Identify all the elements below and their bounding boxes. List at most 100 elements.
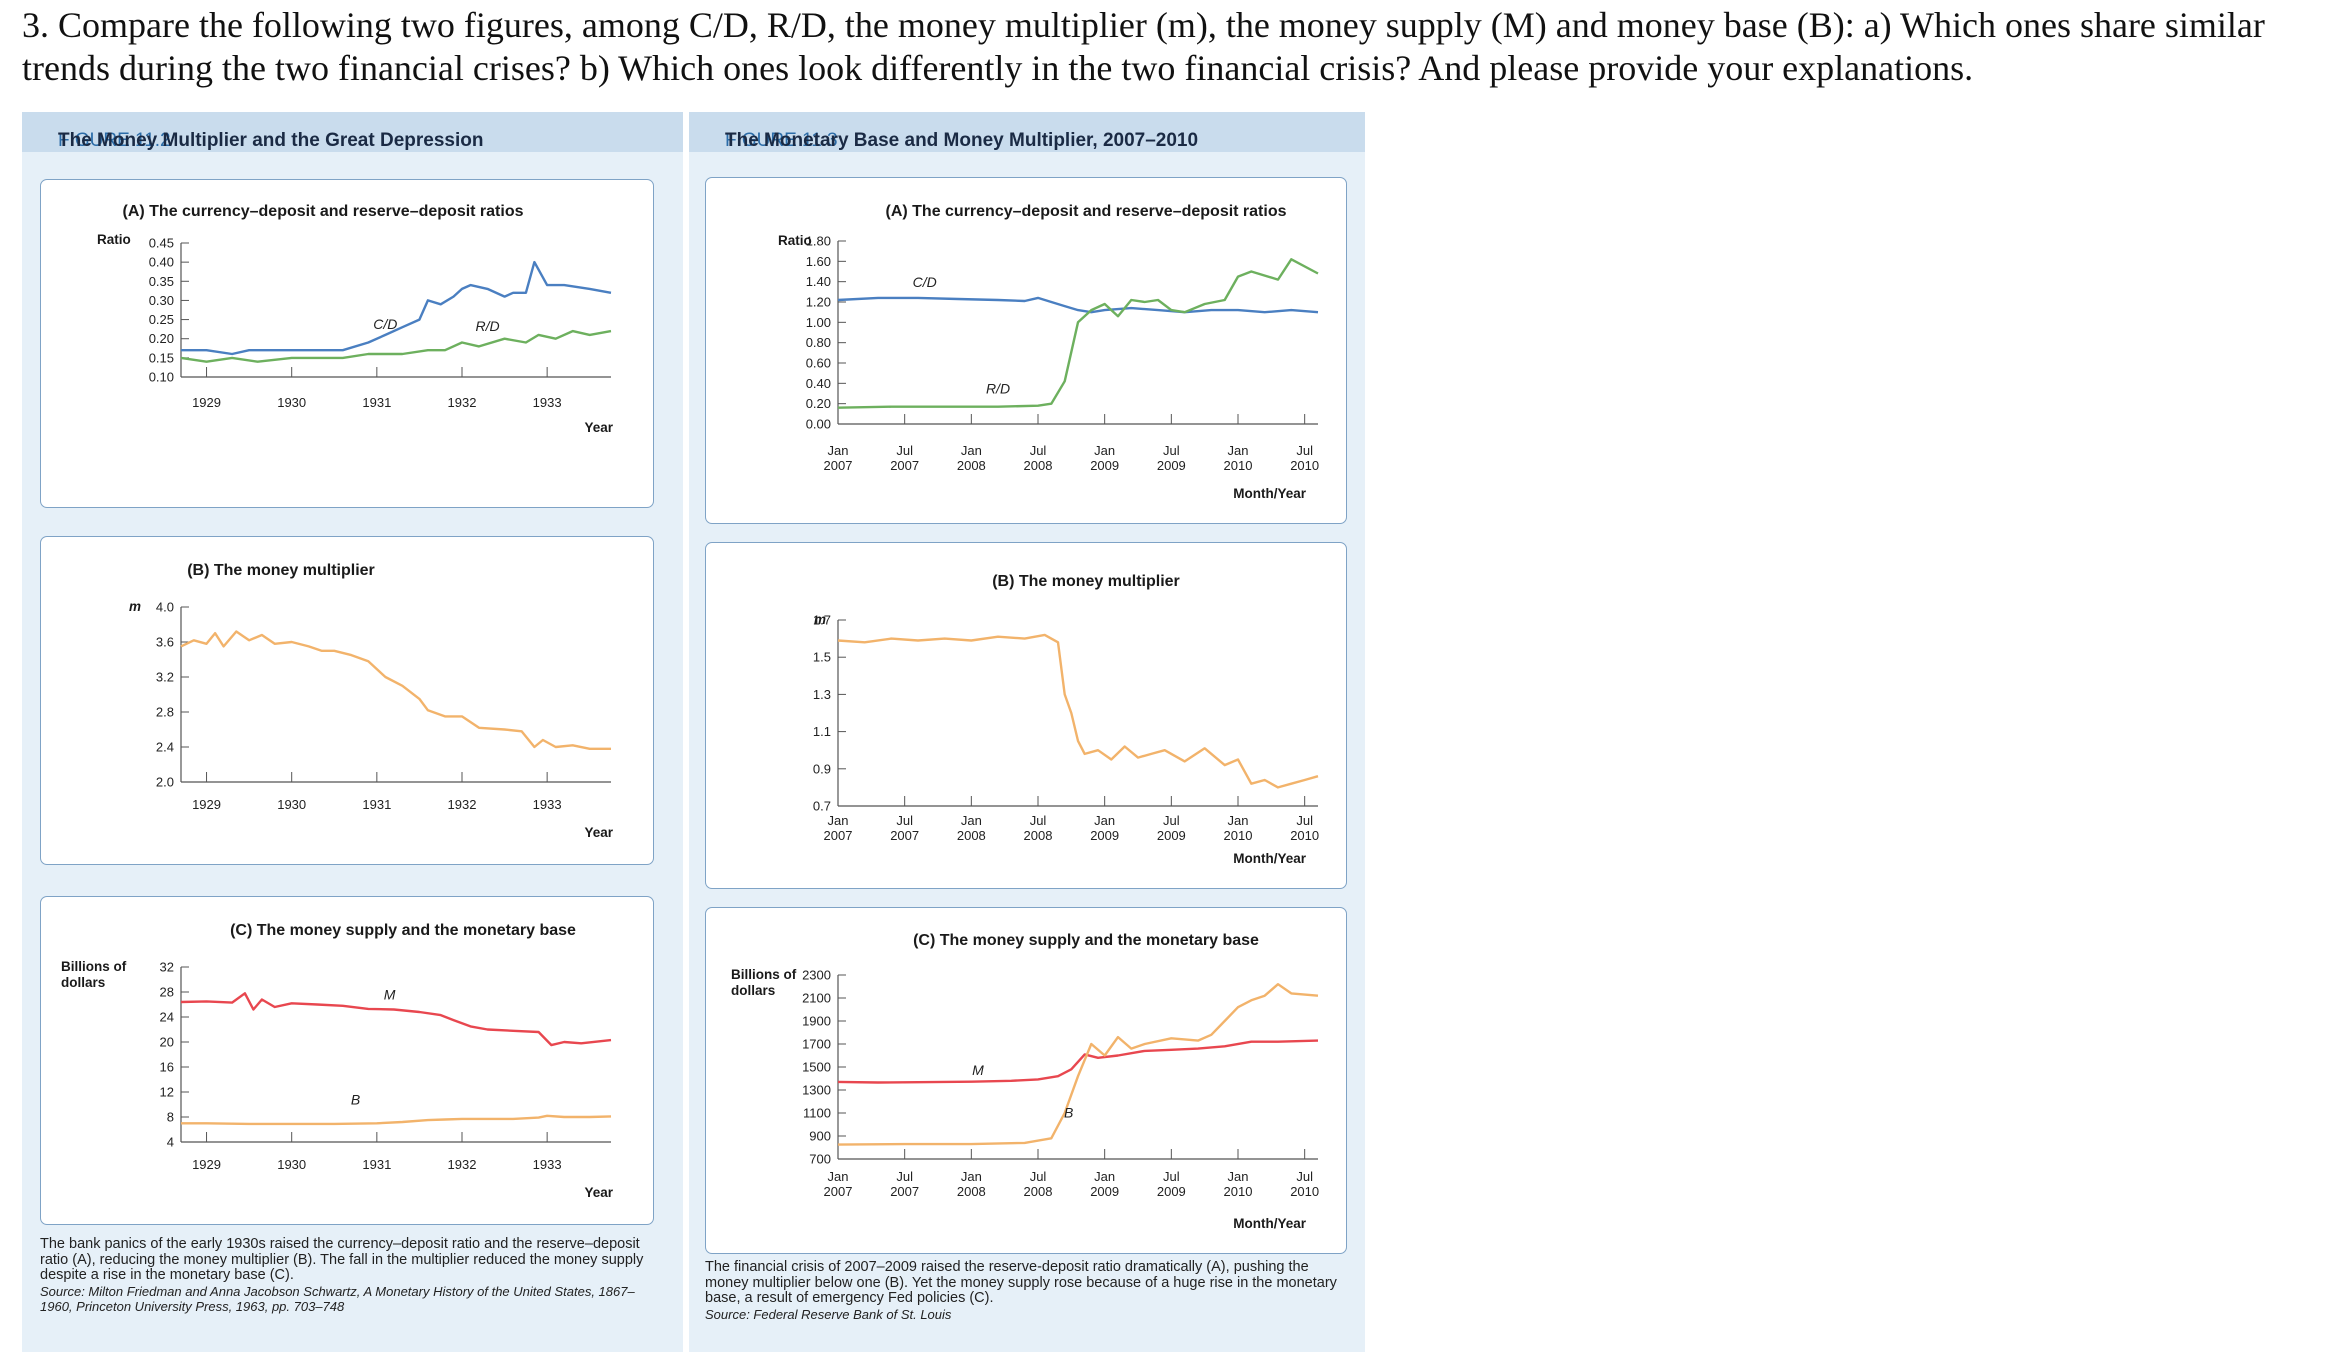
chart-title: (A) The currency–deposit and reserve–dep… <box>885 203 1286 220</box>
y-tick-label: 4.0 <box>156 600 174 615</box>
x-tick-label: 1929 <box>192 797 221 812</box>
panel-f2b: (B) The money multiplier m 0.7 0.9 1.1 1.3 1.5… <box>705 542 1347 889</box>
y-tick-label: 0.7 <box>813 799 831 814</box>
y-tick-label: 1100 <box>803 1106 831 1121</box>
figure-title: The Money Multiplier and the Great Depre… <box>58 130 484 151</box>
series-line-b <box>181 1114 612 1126</box>
x-tick-label: Jul 2008 <box>1024 813 1053 843</box>
chart-f1c: (C) The money supply and the monetary ba… <box>61 922 614 1200</box>
y-tick-label: 2.4 <box>156 740 174 755</box>
x-tick-label: Jul 2010 <box>1290 813 1319 843</box>
series-annotation: M <box>384 987 396 1003</box>
x-tick-label: Jan 2008 <box>957 813 986 843</box>
y-tick-label: 3.6 <box>156 635 174 650</box>
chart-title: (B) The money multiplier <box>992 573 1180 590</box>
y-tick-label: 1.80 <box>806 234 831 249</box>
y-tick-label: 900 <box>809 1129 831 1144</box>
y-tick-label: 1900 <box>802 1014 831 1029</box>
y-tick-label: 0.60 <box>806 356 831 371</box>
series-annotation: B <box>1064 1105 1073 1121</box>
y-tick-label: 0.40 <box>806 376 831 391</box>
y-tick-label: 2.0 <box>156 775 174 790</box>
y-tick-label: 0.30 <box>149 293 174 308</box>
y-axis-label: Billions of dollars <box>61 959 127 990</box>
y-tick-label: 1700 <box>802 1037 831 1052</box>
x-tick-label: Jan 2008 <box>957 443 986 473</box>
x-tick-label: Jan 2009 <box>1090 443 1119 473</box>
y-tick-label: 2100 <box>802 991 831 1006</box>
figure-number: FIGURE 11.2 <box>58 130 171 151</box>
y-axis-label: m <box>814 612 826 627</box>
y-tick-label: 0.15 <box>149 350 174 365</box>
y-tick-label: 0.9 <box>813 761 831 776</box>
series-annotation: C/D <box>913 274 937 290</box>
y-tick-label: 12 <box>160 1085 174 1100</box>
series-line-r-d <box>837 258 1319 409</box>
series-annotation: C/D <box>373 316 397 332</box>
series-annotation: B <box>351 1092 360 1108</box>
question-text: 3. Compare the following two figures, am… <box>22 5 2265 88</box>
y-tick-label: 0.25 <box>149 312 174 327</box>
y-tick-label: 700 <box>809 1152 831 1167</box>
x-tick-label: 1929 <box>192 1157 221 1172</box>
x-axis-label: Year <box>584 1185 613 1200</box>
chart-title: (C) The money supply and the monetary ba… <box>913 932 1259 949</box>
figure-number: FIGURE 11.3 <box>725 130 838 151</box>
series-line-m <box>180 992 612 1047</box>
series-line-m <box>180 630 611 751</box>
y-tick-label: 0.20 <box>806 396 831 411</box>
series-line-b <box>837 982 1319 1146</box>
x-tick-label: 1932 <box>448 797 477 812</box>
figure-11-2: FIGURE 11.2 The Money Multiplier and the … <box>22 112 683 1352</box>
x-tick-label: 1933 <box>533 1157 562 1172</box>
panel-f2a: (A) The currency–deposit and reserve–dep… <box>705 177 1347 524</box>
chart-title: (C) The money supply and the monetary ba… <box>230 922 576 939</box>
y-tick-label: 0.00 <box>806 417 831 432</box>
panel-f1c: (C) The money supply and the monetary ba… <box>40 896 654 1225</box>
y-tick-label: 8 <box>167 1110 174 1125</box>
y-tick-label: 1.00 <box>806 315 831 330</box>
x-axis-label: Month/Year <box>1233 1216 1307 1231</box>
x-tick-label: Jul 2010 <box>1290 443 1319 473</box>
figure-title: The Monetary Base and Money Multiplier, … <box>725 130 1199 151</box>
x-axis-label: Year <box>584 825 613 840</box>
y-tick-label: 1.3 <box>813 687 831 702</box>
series-line-c-d <box>181 260 612 356</box>
x-tick-label: 1933 <box>533 797 562 812</box>
x-tick-label: Jan 2010 <box>1224 1169 1253 1199</box>
y-tick-label: 0.40 <box>149 255 174 270</box>
y-tick-label: 28 <box>160 985 174 1000</box>
x-tick-label: Jul 2009 <box>1157 1169 1186 1199</box>
x-tick-label: Jul 2007 <box>890 1169 919 1199</box>
x-tick-label: Jul 2009 <box>1157 443 1186 473</box>
y-axis-label: Billions of dollars <box>731 967 797 998</box>
x-tick-label: Jul 2007 <box>890 443 919 473</box>
y-tick-label: 4 <box>167 1135 174 1150</box>
x-tick-label: Jan 2009 <box>1090 1169 1119 1199</box>
x-tick-label: 1930 <box>277 395 306 410</box>
y-tick-label: 3.2 <box>156 670 174 685</box>
x-tick-label: Jan 2010 <box>1224 813 1253 843</box>
series-line-m <box>837 1039 1319 1084</box>
x-tick-label: 1930 <box>277 1157 306 1172</box>
x-tick-label: 1930 <box>277 797 306 812</box>
y-tick-label: 2.8 <box>156 705 174 720</box>
x-tick-label: 1932 <box>448 395 477 410</box>
y-tick-label: 1.20 <box>806 295 831 310</box>
x-axis-label: Year <box>584 420 613 435</box>
chart-f2b: (B) The money multiplier m 0.7 0.9 1.1 1.3 1.5… <box>813 573 1319 866</box>
figure-header: FIGURE 11.3 The Monetary Base and Money M… <box>689 112 1365 152</box>
caption-text: The bank panics of the early 1930s raise… <box>40 1236 644 1283</box>
y-tick-label: 1.7 <box>813 613 831 628</box>
y-tick-label: 2300 <box>802 968 831 983</box>
figure-caption: The financial crisis of 2007–2009 raised… <box>705 1259 1350 1322</box>
y-tick-label: 1.60 <box>806 254 831 269</box>
series-annotation: R/D <box>475 318 499 334</box>
series-line-m <box>837 633 1319 789</box>
panel-f1b: (B) The money multiplier m 2.0 2.4 2.8 3.2 3.6… <box>40 536 654 865</box>
y-tick-label: 24 <box>160 1010 174 1025</box>
y-tick-label: 0.10 <box>149 370 174 385</box>
series-line-c-d <box>837 296 1319 314</box>
figure-header: FIGURE 11.2 The Money Multiplier and the … <box>22 112 683 152</box>
x-tick-label: Jul 2009 <box>1157 813 1186 843</box>
